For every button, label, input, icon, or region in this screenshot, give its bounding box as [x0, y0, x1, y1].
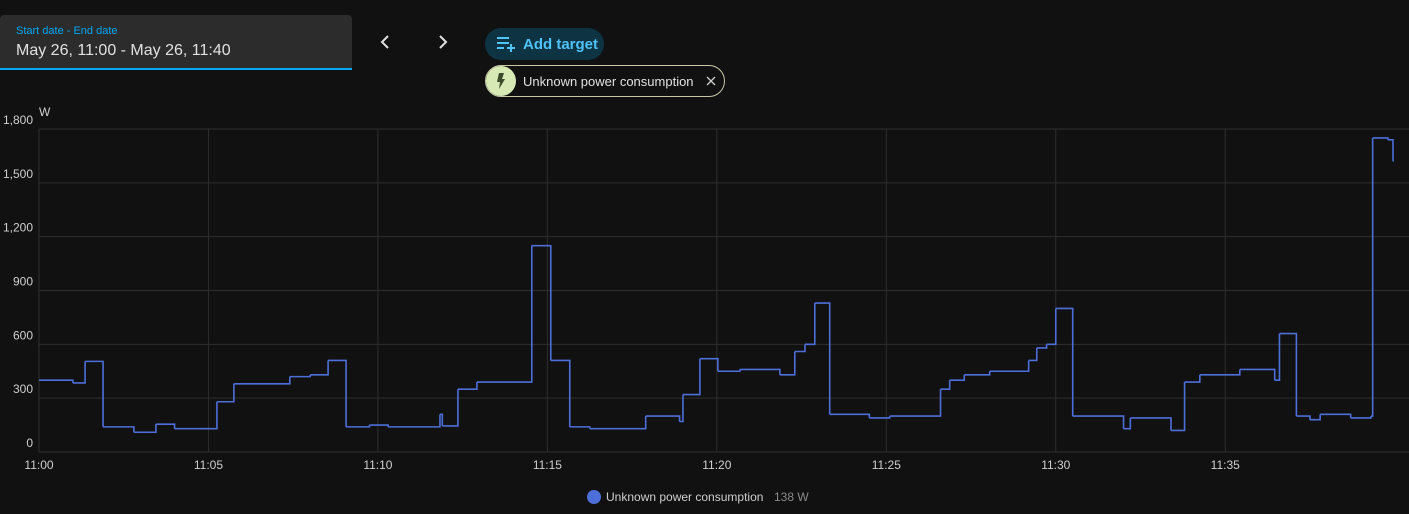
line-segment: [346, 425, 371, 428]
line-segment: [1184, 374, 1201, 383]
date-picker-value: May 26, 11:00 - May 26, 11:40: [16, 42, 231, 59]
x-tick-label: 11:25: [872, 458, 901, 472]
line-segment: [699, 357, 719, 372]
line-segment: [328, 359, 347, 427]
bolt-icon: [497, 73, 505, 89]
line-segment: [442, 389, 459, 427]
line-segment: [72, 361, 86, 384]
line-segment: [233, 376, 291, 385]
line-segment: [103, 426, 135, 433]
line-segment: [310, 360, 329, 376]
line-segment: [457, 382, 478, 390]
chip-remove[interactable]: [705, 75, 717, 87]
line-segment: [133, 424, 157, 434]
line-segment: [940, 380, 951, 390]
line-segment: [476, 245, 533, 383]
line-segment: [550, 359, 571, 427]
x-tick-label: 11:15: [533, 458, 562, 472]
line-segment: [989, 360, 1030, 373]
y-tick-label: 1,200: [3, 221, 33, 235]
line-segment: [1320, 413, 1352, 418]
line-segment: [949, 374, 966, 382]
x-tick-label: 11:00: [24, 458, 53, 472]
y-tick-label: 600: [13, 328, 33, 342]
line-segment: [1199, 369, 1241, 376]
line-segment: [964, 371, 991, 376]
line-segment: [1296, 415, 1311, 420]
line-segment: [1372, 137, 1389, 140]
line-segment: [388, 414, 441, 428]
line-segment: [531, 244, 552, 361]
y-tick-label: 300: [13, 382, 33, 396]
line-segment: [779, 351, 796, 376]
line-segment: [1046, 308, 1057, 346]
line-segment: [1130, 417, 1172, 431]
line-segment: [1072, 415, 1125, 429]
line-segment: [869, 416, 891, 419]
chart: W 0 300 600 900 1,200 1,500 1,800 11:00 11:05 11:…: [3, 105, 1409, 504]
date-picker[interactable]: Start date - End date May 26, 11:00 - Ma…: [0, 15, 352, 70]
y-axis-label: W: [39, 105, 51, 119]
x-tick-label: 11:30: [1041, 458, 1070, 472]
line-segment: [1028, 347, 1038, 362]
line-segment: [1239, 368, 1276, 381]
line-segment: [804, 303, 816, 346]
line-segment: [589, 416, 647, 430]
line-segment: [1123, 417, 1132, 430]
x-tick-label: 11:10: [363, 458, 392, 472]
previous-button[interactable]: [373, 30, 397, 54]
next-button[interactable]: [431, 30, 455, 54]
line-segment: [645, 415, 681, 422]
line-segment: [1309, 414, 1321, 421]
line-segment: [155, 423, 176, 429]
legend-swatch: [587, 490, 601, 504]
line-segment: [439, 413, 444, 426]
line-segment: [717, 369, 741, 373]
line-segment: [1055, 307, 1074, 417]
chip-icon: [486, 66, 516, 96]
line-segment: [85, 360, 104, 427]
add-icon: [497, 37, 515, 52]
line-segment: [682, 358, 701, 396]
line-segment: [1171, 382, 1186, 432]
line-segment: [39, 379, 74, 383]
date-picker-label: Start date - End date: [16, 25, 118, 37]
line-segment: [794, 344, 806, 353]
x-tick-label: 11:35: [1211, 458, 1240, 472]
line-segment: [369, 424, 389, 427]
target-chip[interactable]: Unknown power consumption: [485, 65, 725, 97]
line-segment: [1387, 138, 1394, 162]
legend-state: 138 W: [774, 490, 809, 504]
y-tick-label: 900: [13, 275, 33, 289]
line-segment: [739, 368, 781, 375]
line-segment: [1370, 137, 1374, 417]
x-tick-label: 11:05: [194, 458, 223, 472]
line-segment: [1350, 416, 1372, 419]
line-segment: [679, 394, 684, 423]
y-tick-label: 1,500: [3, 167, 33, 181]
legend-label[interactable]: Unknown power consumption: [606, 490, 763, 504]
line-segment: [814, 302, 831, 415]
line-segment: [569, 426, 591, 429]
chip-label: Unknown power consumption: [523, 74, 694, 89]
line-segment: [216, 383, 235, 403]
line-segment: [174, 401, 218, 430]
line-segment: [1036, 344, 1048, 349]
x-tick-label: 11:20: [702, 458, 731, 472]
add-target-label: Add target: [523, 36, 598, 53]
y-tick-label: 1,800: [3, 113, 33, 127]
line-segment: [1274, 333, 1281, 382]
line-segment: [889, 389, 942, 417]
line-segment: [829, 413, 871, 418]
y-tick-label: 0: [26, 436, 33, 450]
line-segment: [1279, 332, 1298, 417]
add-target-button[interactable]: Add target: [485, 28, 604, 60]
line-segment: [289, 374, 311, 378]
